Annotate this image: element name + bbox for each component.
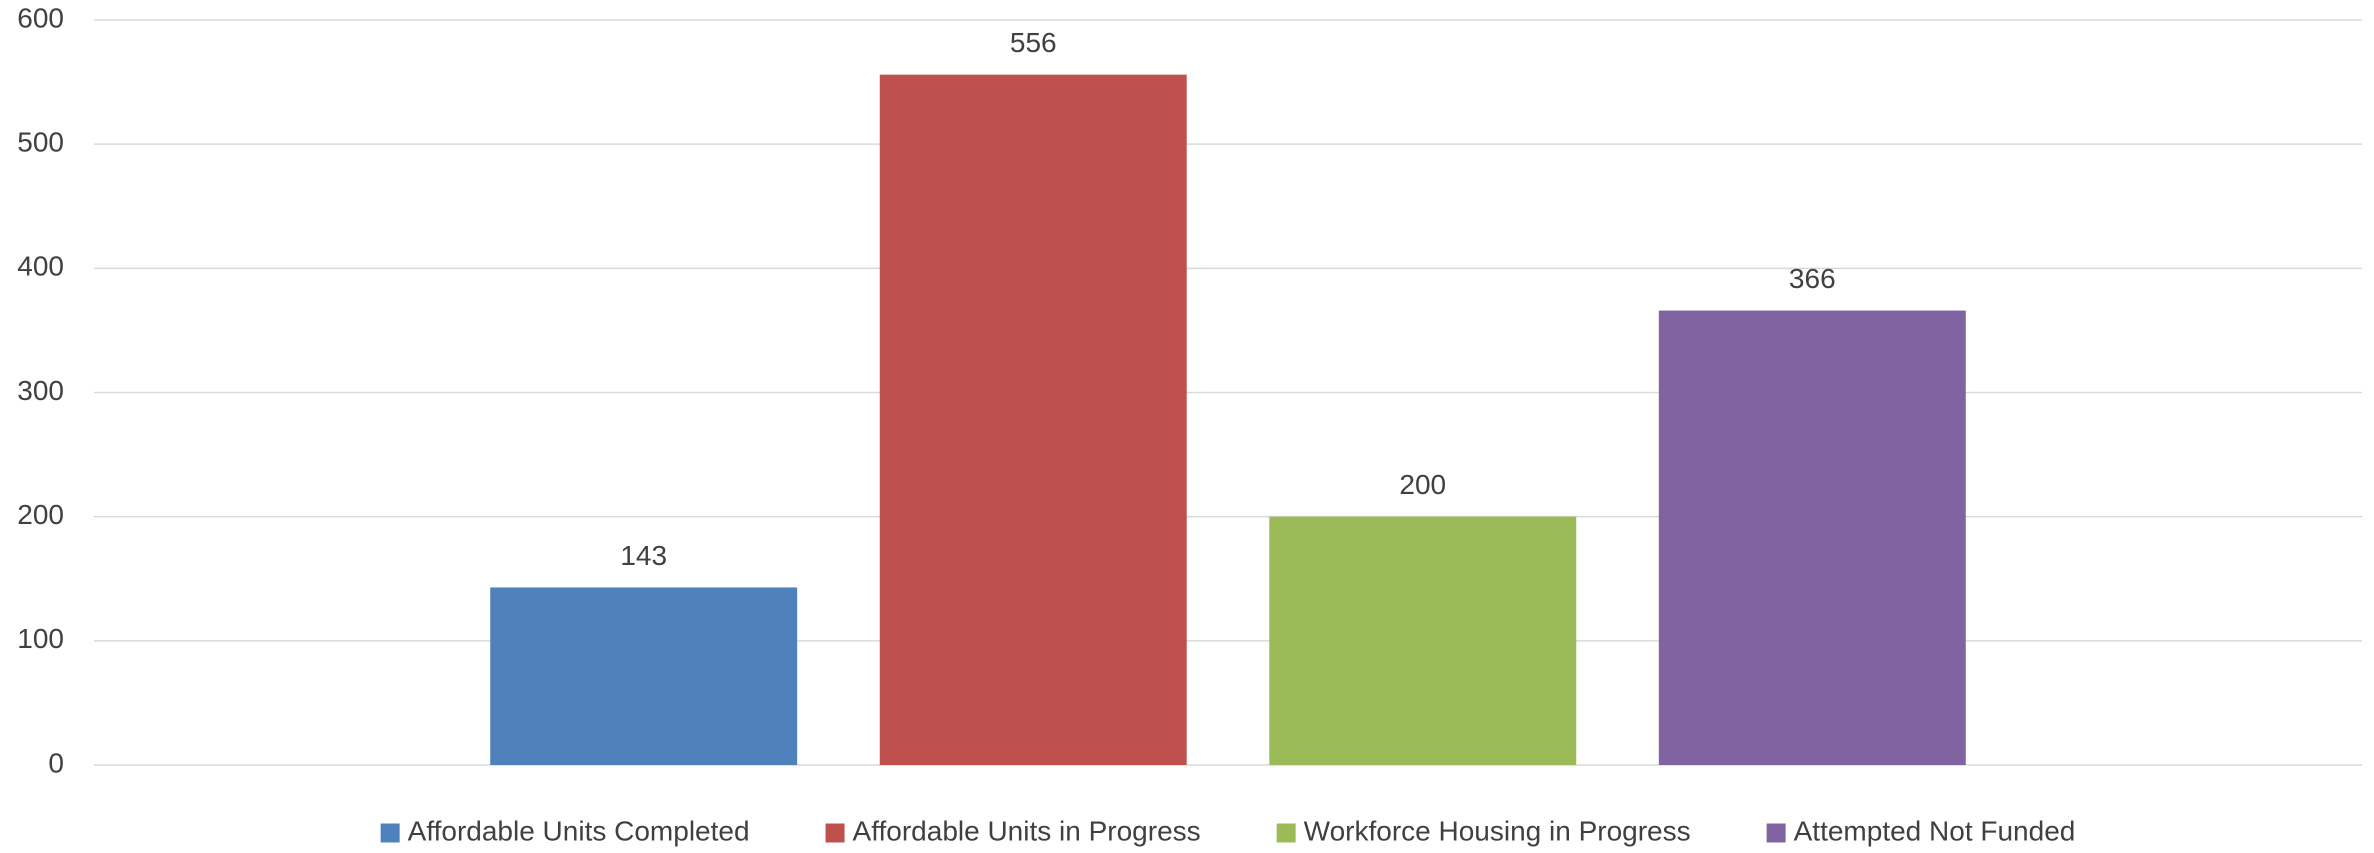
y-tick-label: 500 [17, 127, 64, 158]
legend-swatch [825, 823, 845, 843]
data-label: 366 [1789, 263, 1836, 294]
y-tick-label: 300 [17, 375, 64, 406]
bar [1658, 310, 1966, 765]
legend: Affordable Units Completed Affordable Uni… [380, 815, 2076, 846]
legend-swatch [380, 823, 400, 843]
bar [490, 587, 798, 765]
y-tick-label: 400 [17, 251, 64, 282]
legend-label: Affordable Units in Progress [853, 815, 1201, 846]
y-tick-label: 600 [17, 2, 64, 33]
bar [1269, 516, 1577, 765]
data-label: 200 [1399, 469, 1446, 500]
legend-label: Affordable Units Completed [408, 815, 750, 846]
legend-label: Workforce Housing in Progress [1304, 815, 1691, 846]
y-tick-label: 100 [17, 623, 64, 654]
legend-swatch [1766, 823, 1786, 843]
legend-swatch [1276, 823, 1296, 843]
y-tick-label: 0 [48, 747, 64, 778]
data-label: 556 [1010, 27, 1057, 58]
data-label: 143 [620, 540, 667, 571]
bar [879, 74, 1187, 766]
y-tick-label: 200 [17, 499, 64, 530]
legend-label: Attempted Not Funded [1794, 815, 2076, 846]
